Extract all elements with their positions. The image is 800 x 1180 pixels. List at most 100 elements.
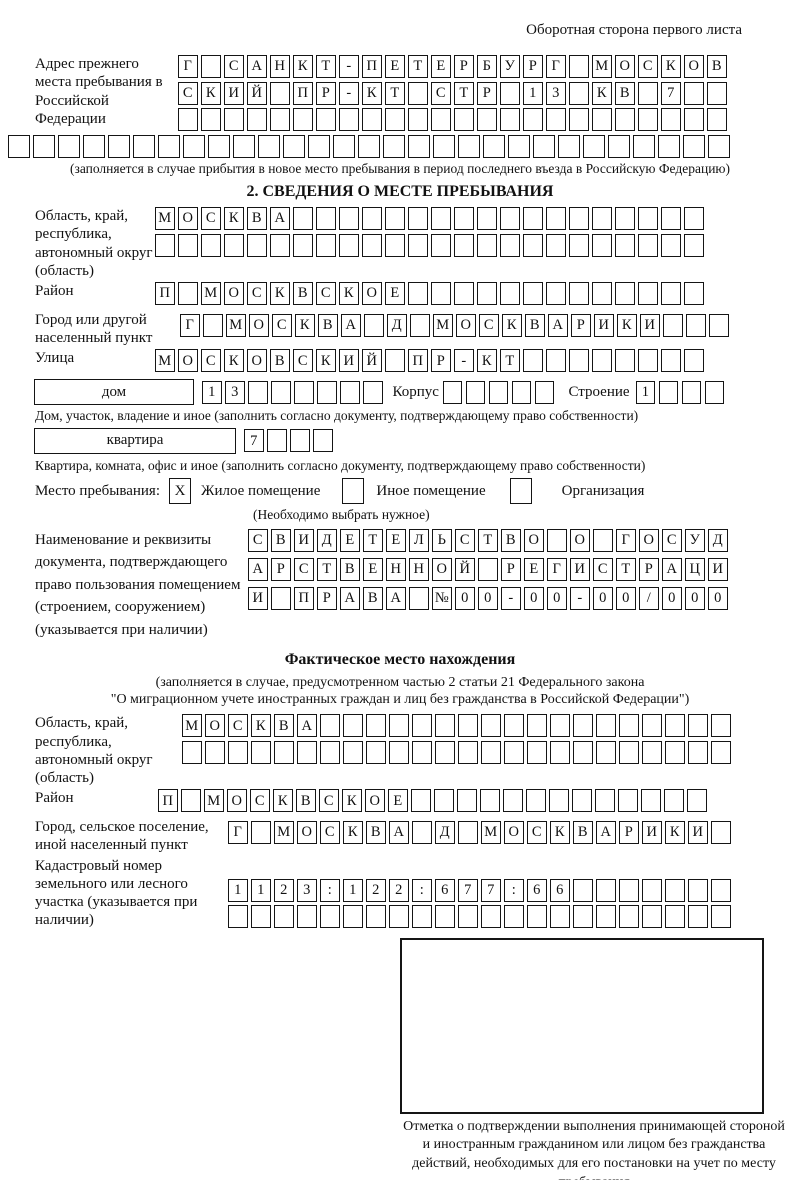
char-cell: О [639, 528, 659, 552]
char-cell [638, 108, 658, 131]
char-cell [339, 207, 359, 230]
char-cell [270, 108, 290, 131]
char-cell: О [524, 528, 544, 552]
char-cell [316, 207, 336, 230]
char-cell: Р [523, 55, 543, 78]
section2-title: 2. СВЕДЕНИЯ О МЕСТЕ ПРЕБЫВАНИЯ [246, 183, 554, 200]
street-label: Улица [35, 350, 75, 367]
checkbox-other-premises [342, 478, 365, 505]
char-cell: К [316, 349, 336, 373]
char-cell: Д [708, 528, 728, 552]
char-cell [569, 207, 589, 230]
char-cell [592, 282, 612, 306]
char-cell [573, 714, 593, 738]
char-cell: Г [180, 313, 200, 337]
char-cell [477, 108, 497, 131]
char-cell: И [248, 586, 268, 610]
char-cell [638, 282, 658, 306]
char-cell: 1 [635, 380, 656, 404]
actual-district-label: Район [35, 790, 74, 807]
char-cell [431, 282, 451, 306]
char-cell [362, 108, 382, 131]
char-cell [183, 134, 205, 158]
char-cell: Т [478, 528, 498, 552]
char-cell: Г [547, 557, 567, 581]
char-cell [366, 714, 386, 738]
char-cell [500, 233, 520, 257]
char-cell: А [548, 313, 568, 337]
char-cell: Р [317, 586, 337, 610]
char-cell [595, 789, 615, 813]
char-cell: Р [477, 81, 497, 105]
char-cell [711, 714, 731, 738]
char-cell: В [366, 820, 386, 844]
char-cell: А [270, 207, 290, 230]
char-cell: 1 [251, 878, 271, 902]
char-cell [711, 878, 731, 902]
char-cell: К [343, 820, 363, 844]
char-cell: П [158, 789, 178, 813]
char-cell: К [293, 55, 313, 78]
char-cell [596, 714, 616, 738]
page-side-note: Оборотная сторона первого листа [526, 22, 742, 38]
char-cell: К [251, 714, 271, 738]
apartment-block: квартира 7 [8, 427, 800, 454]
char-cell [480, 789, 500, 813]
char-cell: 0 [455, 586, 475, 610]
char-cell [293, 207, 313, 230]
region-label: Область, край, республика, автономный ок… [35, 208, 153, 279]
char-cell: В [573, 820, 593, 844]
prev-address-row-3 [178, 108, 727, 131]
char-cell [412, 714, 432, 738]
stamp-caption: Отметка о подтверждении выполнения прини… [403, 1118, 785, 1180]
checkbox-organization [509, 478, 532, 505]
char-cell: С [228, 714, 248, 738]
char-cell: П [294, 586, 314, 610]
char-cell: С [593, 557, 613, 581]
char-cell: К [224, 207, 244, 230]
char-cell [688, 714, 708, 738]
char-cell [688, 740, 708, 764]
char-cell: К [201, 81, 221, 105]
char-cell [389, 905, 409, 929]
char-cell [615, 349, 635, 373]
char-cell [642, 740, 662, 764]
char-cell [308, 134, 330, 158]
prev-address-label: Адрес прежнего места пребывания в Россий… [35, 56, 163, 127]
char-cell [293, 233, 313, 257]
char-cell [711, 905, 731, 929]
char-cell [569, 282, 589, 306]
char-cell: С [250, 789, 270, 813]
char-cell [181, 789, 201, 813]
char-cell [619, 878, 639, 902]
char-cell [478, 557, 498, 581]
char-cell [320, 714, 340, 738]
char-cell [8, 134, 30, 158]
char-cell [711, 820, 731, 844]
stroenie-label: Строение [568, 383, 630, 400]
korpus-label: Корпус [392, 383, 439, 400]
char-cell [340, 380, 360, 404]
char-cell [592, 349, 612, 373]
char-cell [358, 134, 380, 158]
cadastral-row-2 [228, 905, 731, 929]
char-cell: О [224, 282, 244, 306]
char-cell: С [662, 528, 682, 552]
char-cell [684, 108, 704, 131]
char-cell: С [319, 789, 339, 813]
char-cell: 6 [550, 878, 570, 902]
char-cell [523, 233, 543, 257]
char-cell [711, 740, 731, 764]
char-cell: Е [385, 55, 405, 78]
char-cell [228, 905, 248, 929]
option-residential-label: Жилое помещение [201, 482, 321, 499]
char-cell: Р [271, 557, 291, 581]
char-cell [251, 905, 271, 929]
char-cell: О [205, 714, 225, 738]
